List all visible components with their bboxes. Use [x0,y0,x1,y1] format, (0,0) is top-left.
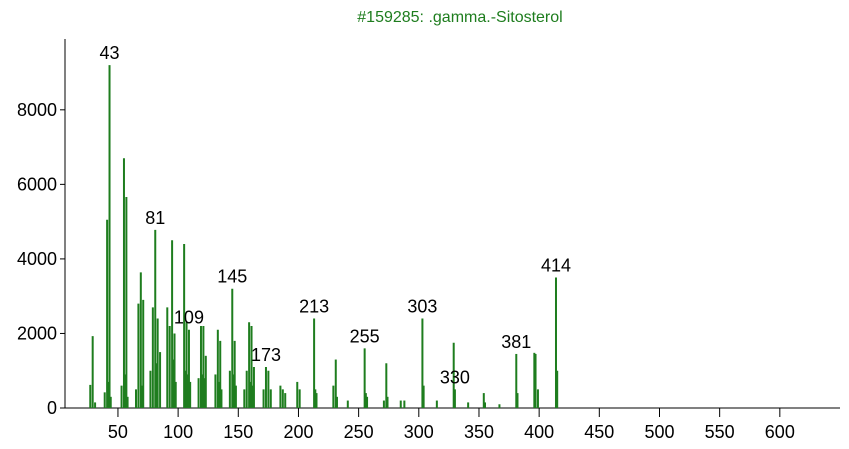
peak-label: 255 [350,326,380,346]
peak-label: 213 [299,297,329,317]
peak-label: 109 [174,308,204,328]
x-tick-label: 400 [524,422,554,442]
x-tick-label: 600 [765,422,795,442]
x-tick-label: 150 [223,422,253,442]
peak-label: 43 [100,43,120,63]
peak-label: 303 [407,297,437,317]
x-tick-label: 300 [404,422,434,442]
peak-label: 330 [440,367,470,387]
peak-label: 414 [541,256,571,276]
y-tick-label: 4000 [17,249,57,269]
y-tick-label: 6000 [17,174,57,194]
peak-label: 381 [501,332,531,352]
y-tick-label: 0 [47,398,57,418]
peak-label: 173 [251,345,281,365]
x-tick-label: 100 [163,422,193,442]
x-tick-label: 50 [108,422,128,442]
x-tick-label: 350 [464,422,494,442]
x-tick-label: 450 [584,422,614,442]
y-tick-label: 2000 [17,323,57,343]
x-tick-label: 550 [705,422,735,442]
chart-title: #159285: .gamma.-Sitosterol [357,9,562,26]
x-tick-label: 500 [644,422,674,442]
x-tick-label: 250 [344,422,374,442]
y-tick-label: 8000 [17,100,57,120]
peak-label: 145 [217,267,247,287]
x-tick-label: 200 [283,422,313,442]
peak-label: 81 [145,208,165,228]
